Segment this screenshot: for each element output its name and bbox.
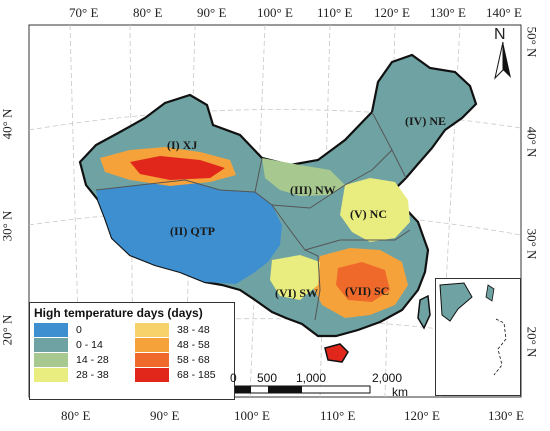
- region-label-sw: (VI) SW: [275, 286, 319, 300]
- scale-unit: km: [392, 385, 408, 399]
- legend-swatch: [135, 338, 169, 352]
- left-lat-label: 30° N: [0, 210, 15, 242]
- hainan-island: [324, 343, 349, 363]
- south-china-sea-inset: [435, 278, 521, 396]
- north-arrow-icon: [494, 41, 511, 80]
- right-lat-label: 40° N: [524, 126, 540, 158]
- top-lon-label: 90° E: [197, 5, 227, 20]
- legend-swatch: [34, 338, 68, 352]
- bottom-lon-label: 130° E: [488, 408, 524, 423]
- legend-swatch: [135, 368, 169, 382]
- taiwan-island: [417, 294, 431, 330]
- nc-yellow: [340, 178, 410, 242]
- sc-red: [336, 262, 390, 302]
- legend-item: 0: [34, 323, 129, 337]
- legend-item-label: 58 - 68: [177, 354, 210, 366]
- north-arrow-label: N: [494, 26, 506, 43]
- bottom-lon-label: 120° E: [404, 408, 440, 423]
- legend-item: 58 - 68: [135, 353, 230, 367]
- legend-item-label: 0 - 14: [76, 339, 103, 351]
- qtp-zone: [96, 180, 282, 284]
- bottom-lon-label: 100° E: [234, 408, 270, 423]
- region-label-sc: (VII) SC: [345, 284, 390, 298]
- legend-item-label: 0: [76, 324, 82, 336]
- scale-bar: [233, 385, 371, 394]
- top-lon-label: 140° E: [486, 5, 522, 20]
- legend-item: 48 - 58: [135, 338, 230, 352]
- legend-item: 68 - 185: [135, 368, 230, 382]
- legend-swatch: [34, 368, 68, 382]
- top-lon-label: 70° E: [69, 5, 99, 20]
- right-lat-label: 50° N: [524, 26, 540, 58]
- region-boundaries: [95, 111, 411, 321]
- legend-swatch: [34, 323, 68, 337]
- region-label-nc: (V) NC: [350, 207, 387, 221]
- scale-tick: 500: [257, 371, 278, 385]
- legend-swatch: [135, 323, 169, 337]
- legend-item-label: 28 - 38: [76, 369, 109, 381]
- scale-tick: 0: [230, 371, 237, 385]
- nw-warm: [262, 158, 345, 196]
- legend-item: 14 - 28: [34, 353, 129, 367]
- legend: High temperature days (days) 0 38 - 48 0 -…: [29, 302, 235, 400]
- legend-item: 38 - 48: [135, 323, 230, 337]
- legend-swatch: [34, 353, 68, 367]
- top-lon-label: 80° E: [133, 5, 163, 20]
- legend-item: 0 - 14: [34, 338, 129, 352]
- legend-item-label: 68 - 185: [177, 369, 216, 381]
- legend-item: 28 - 38: [34, 368, 129, 382]
- legend-item-label: 48 - 58: [177, 339, 210, 351]
- right-lat-label: 30° N: [524, 228, 540, 260]
- legend-title: High temperature days (days): [34, 306, 203, 320]
- region-label-ne: (IV) NE: [405, 114, 446, 128]
- legend-items: 0 38 - 48 0 - 14 48 - 58 14 - 28 58 - 68 28 - …: [34, 323, 230, 382]
- bottom-lon-label: 90° E: [150, 408, 180, 423]
- top-lon-label: 100° E: [257, 5, 293, 20]
- sw-yellow: [270, 255, 320, 300]
- top-lon-label: 120° E: [374, 5, 410, 20]
- legend-item-label: 14 - 28: [76, 354, 109, 366]
- region-label-qtp: (II) QTP: [170, 224, 215, 238]
- scale-tick: 1,000: [296, 371, 327, 385]
- legend-item-label: 38 - 48: [177, 324, 210, 336]
- bottom-lon-label: 80° E: [61, 408, 91, 423]
- left-lat-label: 20° N: [0, 314, 15, 346]
- top-lon-label: 130° E: [430, 5, 466, 20]
- scale-tick: 2,000: [372, 371, 403, 385]
- bottom-lon-label: 110° E: [320, 408, 356, 423]
- left-lat-label: 40° N: [0, 108, 15, 140]
- region-label-nw: (III) NW: [290, 183, 336, 197]
- right-lat-label: 20° N: [524, 326, 540, 358]
- top-lon-label: 110° E: [317, 5, 353, 20]
- inset-map: [439, 282, 507, 376]
- region-label-xj: (I) XJ: [167, 138, 198, 152]
- xj-hot-red: [130, 156, 225, 180]
- legend-swatch: [135, 353, 169, 367]
